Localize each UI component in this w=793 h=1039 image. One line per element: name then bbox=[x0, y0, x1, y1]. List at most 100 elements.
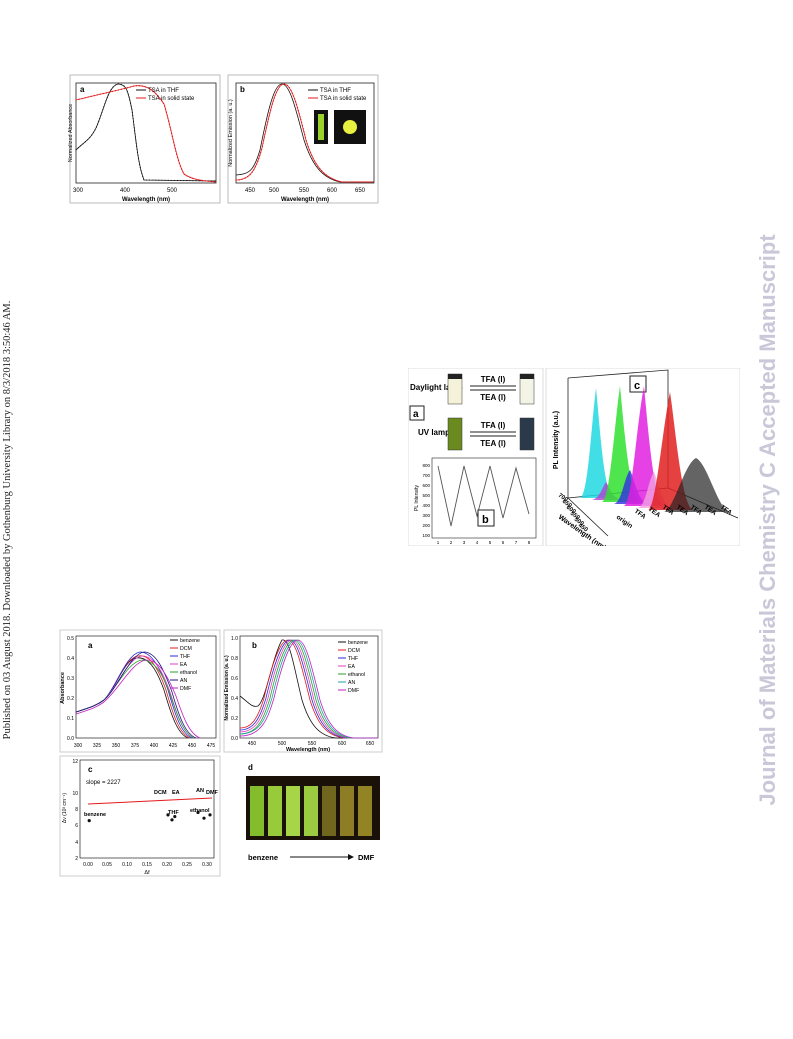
x-tick: 475 bbox=[207, 743, 216, 749]
figure-1: a Normalized Absorbance Wavelength (nm) … bbox=[60, 70, 380, 210]
x-tick: 0.20 bbox=[162, 862, 172, 868]
x-tick: 0.10 bbox=[122, 862, 132, 868]
legend-entry: EA bbox=[348, 664, 355, 670]
daylight-label: Daylight lamp bbox=[410, 383, 463, 392]
vial bbox=[358, 786, 372, 836]
y-tick: 500 bbox=[422, 493, 430, 498]
spectrum-origin bbox=[580, 388, 614, 498]
data-point bbox=[202, 816, 206, 820]
legend-entry: EA bbox=[180, 662, 187, 668]
spectrum-tea-1 bbox=[602, 386, 640, 502]
tea-label-2: TEA (l) bbox=[480, 439, 506, 448]
x-tick: 375 bbox=[131, 743, 140, 749]
legend-entry: AN bbox=[348, 680, 355, 686]
cycle-tick: 6 bbox=[502, 540, 505, 545]
data-point bbox=[170, 818, 174, 822]
curve-thf bbox=[75, 651, 193, 739]
label-a-box bbox=[409, 405, 425, 421]
x-tick: 300 bbox=[74, 743, 83, 749]
label-c-box bbox=[629, 375, 647, 393]
legend-entry: DMF bbox=[180, 686, 191, 692]
wl-tick: 650 bbox=[561, 499, 573, 510]
fig3-panel-c: c slope = 2227 Δν (10³ cm⁻¹) Δf 2 4 6 8 … bbox=[59, 755, 221, 877]
y-axis-label: Normalized Emission (a. u.) bbox=[228, 99, 234, 167]
y-tick: 2 bbox=[75, 856, 78, 862]
x-tick: 400 bbox=[120, 188, 131, 194]
fit-line bbox=[87, 797, 213, 805]
point-label: EA bbox=[172, 790, 180, 796]
series-thf bbox=[235, 83, 374, 183]
y-tick: 0.8 bbox=[231, 656, 238, 662]
spectrum-tfa-4 bbox=[664, 458, 730, 512]
x-tick: 425 bbox=[169, 743, 178, 749]
gradient-start-label: benzene bbox=[248, 853, 278, 862]
panel-label: a bbox=[80, 85, 85, 94]
series-solid-markers bbox=[235, 83, 375, 183]
point-label: ethanol bbox=[190, 808, 210, 814]
legend-thf: TSA in THF bbox=[320, 88, 351, 94]
y-tick: 10 bbox=[72, 791, 78, 797]
panel-border bbox=[223, 629, 383, 753]
x-tick: 550 bbox=[299, 188, 310, 194]
vial bbox=[322, 786, 336, 836]
point-label: DCM bbox=[154, 790, 167, 796]
fig1-svg: a Normalized Absorbance Wavelength (nm) … bbox=[68, 74, 379, 204]
y-tick: 0.1 bbox=[67, 716, 74, 722]
panel-border bbox=[227, 74, 379, 204]
cycle-tick: 2 bbox=[450, 540, 453, 545]
y-tick: 0.0 bbox=[231, 736, 238, 742]
vial bbox=[286, 786, 300, 836]
scatter-points bbox=[87, 810, 212, 823]
cycle-tick: 7 bbox=[515, 540, 518, 545]
legend-entry: ethanol bbox=[180, 670, 197, 676]
curve-dmf bbox=[75, 659, 201, 739]
plot-area bbox=[79, 759, 215, 859]
y-tick: 0.5 bbox=[67, 636, 74, 642]
series-thf bbox=[75, 83, 217, 182]
plot-area bbox=[235, 82, 375, 184]
legend-entry: DCM bbox=[348, 648, 360, 654]
fig1-panel-a: a Normalized Absorbance Wavelength (nm) … bbox=[68, 74, 221, 204]
y-axis-label: Absorbance bbox=[60, 672, 66, 704]
point-label: AN bbox=[196, 788, 204, 794]
cycle-line bbox=[437, 465, 530, 527]
spectrum-tea-2 bbox=[624, 386, 664, 506]
curve-benzene bbox=[239, 639, 378, 739]
x-tick: 450 bbox=[245, 188, 256, 194]
x-axis-label: Wavelength (nm) bbox=[281, 197, 329, 203]
x-tick: 550 bbox=[308, 741, 317, 747]
x-tick: 450 bbox=[188, 743, 197, 749]
curve-dcm bbox=[239, 639, 378, 739]
x-tick: 325 bbox=[93, 743, 102, 749]
cycle-tick: 8 bbox=[528, 540, 531, 545]
legend-entry: ethanol bbox=[348, 672, 365, 678]
watermark-text: Journal of Materials Chemistry C Accepte… bbox=[755, 234, 780, 806]
y-tick: 6 bbox=[75, 823, 78, 829]
curve-an bbox=[239, 639, 378, 739]
x-tick: 500 bbox=[167, 188, 178, 194]
cycle-tick: 5 bbox=[489, 540, 492, 545]
legend-thf: TSA in THF bbox=[148, 88, 179, 94]
arrow-head-icon bbox=[348, 854, 354, 860]
y-tick: 0.0 bbox=[67, 736, 74, 742]
data-point bbox=[166, 813, 170, 817]
cycle-tick: 4 bbox=[476, 540, 479, 545]
fig3-panel-d: d benzene DMF bbox=[246, 763, 380, 862]
y-tick: 100 bbox=[422, 533, 430, 538]
vial-cap bbox=[448, 374, 462, 379]
panel-label-a: a bbox=[413, 409, 419, 420]
y-tick: 400 bbox=[422, 503, 430, 508]
legend-entry: AN bbox=[180, 678, 187, 684]
series-solid bbox=[75, 85, 217, 183]
vial bbox=[340, 786, 354, 836]
x-tick: 0.00 bbox=[83, 862, 93, 868]
point-label: benzene bbox=[84, 812, 106, 818]
spectrum-tea-3 bbox=[648, 392, 694, 510]
y-tick: 0.6 bbox=[231, 676, 238, 682]
figure-2: Daylight lamp TFA (l) TEA (l) a UV lamp … bbox=[407, 367, 741, 552]
x-tick: 0.25 bbox=[182, 862, 192, 868]
vial bbox=[304, 786, 318, 836]
x-tick: 0.30 bbox=[202, 862, 212, 868]
wl-tick: 600 bbox=[565, 505, 577, 516]
y-tick: 0.4 bbox=[67, 656, 74, 662]
